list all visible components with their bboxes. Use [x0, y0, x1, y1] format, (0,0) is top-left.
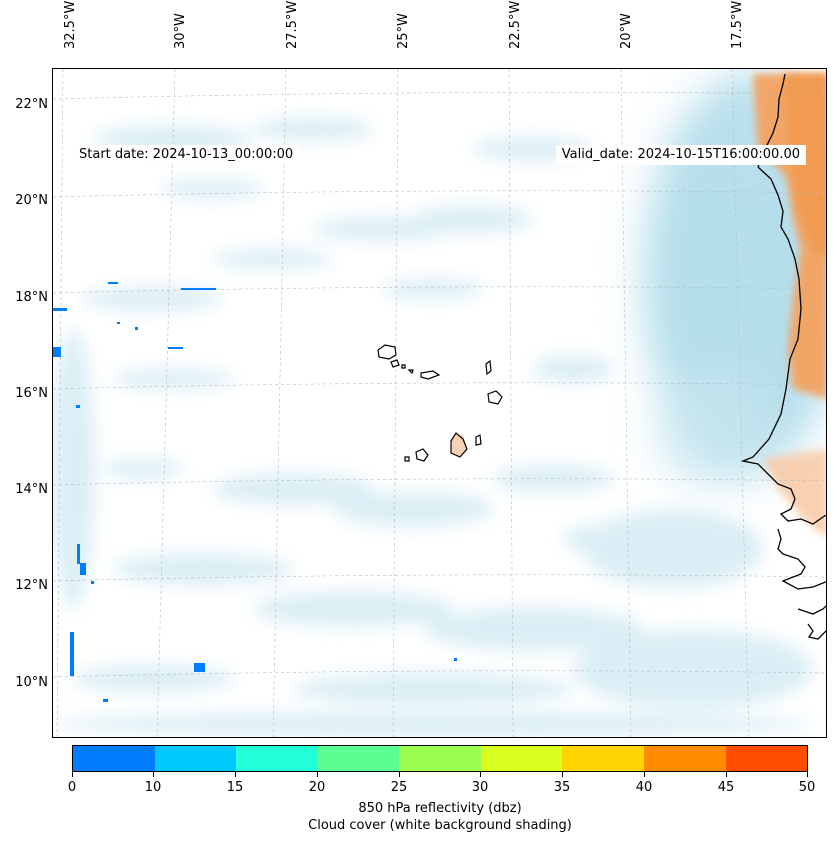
- lon-label: 32.5°W: [56, 1, 78, 64]
- lon-label-text: 32.5°W: [63, 0, 78, 49]
- colorbar-segment: [480, 746, 563, 771]
- start-date-label: Start date: 2024-10-13_00:00:00: [73, 145, 300, 165]
- lon-label: 27.5°W: [278, 1, 300, 64]
- lat-label: 20°N: [15, 193, 48, 208]
- gridlines: [53, 69, 826, 737]
- lon-label-text: 27.5°W: [285, 0, 300, 49]
- colorbar-tick-label: 35: [553, 780, 571, 795]
- lon-label-text: 17.5°W: [730, 0, 745, 49]
- lon-label: 20°W: [612, 12, 634, 64]
- lon-label: 25°W: [389, 12, 411, 64]
- colorbar-tick-label: 0: [67, 780, 77, 795]
- colorbar-tick: [807, 772, 808, 777]
- colorbar-segment: [725, 746, 808, 771]
- colorbar-tick-label: 10: [144, 780, 162, 795]
- lon-label: 17.5°W: [723, 1, 745, 64]
- lon-label-text: 25°W: [396, 13, 411, 49]
- colorbar-tick: [399, 772, 400, 777]
- reflectivity-colorbar: [72, 745, 808, 772]
- lon-label: 30°W: [166, 12, 188, 64]
- colorbar-tick: [317, 772, 318, 777]
- colorbar-tick: [153, 772, 154, 777]
- reflectivity-cells: [53, 282, 457, 702]
- colorbar-tick-label: 20: [308, 780, 326, 795]
- colorbar-segment: [562, 746, 644, 771]
- colorbar-tick-label: 25: [390, 780, 408, 795]
- colorbar-tick: [72, 772, 73, 777]
- colorbar-subtitle: Cloud cover (white background shading): [308, 818, 572, 833]
- lat-label: 10°N: [15, 675, 48, 690]
- colorbar-tick-label: 45: [717, 780, 735, 795]
- valid-date-label: Valid_date: 2024-10-15T16:00:00.00: [555, 145, 806, 165]
- cloud-cover-layer: [53, 117, 813, 736]
- lat-label: 12°N: [15, 578, 48, 593]
- islands: [377, 344, 503, 462]
- map-panel[interactable]: Start date: 2024-10-13_00:00:00 Valid_da…: [52, 68, 827, 738]
- colorbar-segment: [643, 746, 726, 771]
- colorbar-tick: [480, 772, 481, 777]
- colorbar-tick: [644, 772, 645, 777]
- colorbar-segment: [154, 746, 237, 771]
- colorbar-tick: [726, 772, 727, 777]
- colorbar-segment: [236, 746, 318, 771]
- colorbar-tick: [562, 772, 563, 777]
- map-canvas: [53, 69, 826, 737]
- lat-label: 14°N: [15, 482, 48, 497]
- lon-label-text: 22.5°W: [508, 0, 523, 49]
- lon-label-text: 20°W: [619, 13, 634, 49]
- colorbar-segment: [317, 746, 400, 771]
- lon-label-text: 30°W: [173, 13, 188, 49]
- colorbar-tick-label: 40: [635, 780, 653, 795]
- colorbar-tick: [235, 772, 236, 777]
- colorbar-tick-label: 15: [226, 780, 244, 795]
- lat-label: 16°N: [15, 386, 48, 401]
- colorbar-segment: [73, 746, 155, 771]
- colorbar-title: 850 hPa reflectivity (dbz): [358, 801, 522, 816]
- lon-label: 22.5°W: [501, 1, 523, 64]
- colorbar-tick-label: 50: [798, 780, 816, 795]
- lat-label: 22°N: [15, 97, 48, 112]
- lat-label: 18°N: [15, 290, 48, 305]
- colorbar-segment: [399, 746, 481, 771]
- colorbar-tick-label: 30: [471, 780, 489, 795]
